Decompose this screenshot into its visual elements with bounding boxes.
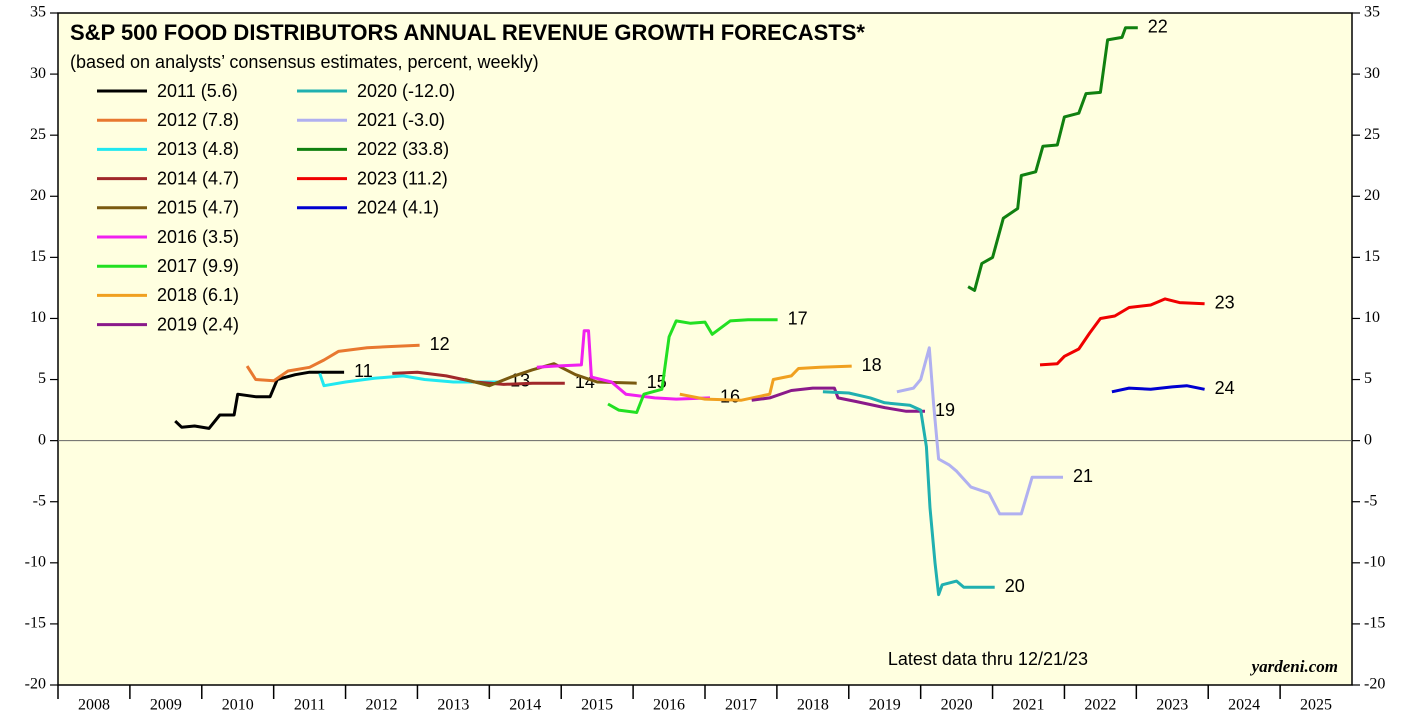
- legend-label: 2015 (4.7): [157, 198, 239, 218]
- end-label: 18: [862, 355, 882, 375]
- x-tick-label: 2020: [941, 697, 973, 714]
- plot-area: [57, 12, 1353, 686]
- series-line: [245, 343, 420, 383]
- legend-label: 2016 (3.5): [157, 227, 239, 247]
- legend-label: 2017 (9.9): [157, 256, 239, 276]
- end-label: 12: [430, 334, 450, 354]
- end-label: 23: [1215, 293, 1235, 313]
- series-line: [536, 329, 711, 401]
- end-label: 20: [1005, 576, 1025, 596]
- y2-tick-label: -20: [1364, 676, 1385, 693]
- end-label: 24: [1215, 378, 1235, 398]
- y-tick-label: 35: [30, 4, 46, 21]
- chart-subtitle: (based on analysts’ consensus estimates,…: [70, 52, 539, 72]
- x-tick-label: 2008: [78, 697, 110, 714]
- y-tick-label: 5: [38, 370, 46, 387]
- y2-tick-label: 5: [1364, 370, 1372, 387]
- x-tick-label: 2016: [653, 697, 685, 714]
- x-tick-label: 2013: [437, 697, 469, 714]
- series-line: [896, 346, 1063, 516]
- end-label: 11: [354, 361, 373, 381]
- y-tick-label: -20: [25, 676, 46, 693]
- chart-title: S&P 500 FOOD DISTRIBUTORS ANNUAL REVENUE…: [70, 20, 865, 45]
- x-tick-label: 2023: [1156, 697, 1188, 714]
- legend-label: 2014 (4.7): [157, 168, 239, 188]
- legend-label: 2011 (5.6): [157, 81, 238, 101]
- legend-label: 2019 (2.4): [157, 314, 239, 334]
- x-tick-label: 2014: [509, 697, 541, 714]
- x-tick-label: 2019: [869, 697, 901, 714]
- series-line: [822, 390, 995, 597]
- y-tick-label: 25: [30, 126, 46, 143]
- y2-tick-label: 30: [1364, 65, 1380, 82]
- series-line: [1039, 297, 1205, 367]
- y2-tick-label: -10: [1364, 553, 1385, 570]
- end-label: 16: [720, 387, 740, 407]
- y2-tick-label: 25: [1364, 126, 1380, 143]
- y2-tick-label: 20: [1364, 187, 1380, 204]
- x-tick-label: 2018: [797, 697, 829, 714]
- y-tick-label: -5: [33, 492, 46, 509]
- y2-tick-label: 0: [1364, 431, 1372, 448]
- x-tick-label: 2025: [1300, 697, 1332, 714]
- x-tick-label: 2017: [725, 697, 757, 714]
- legend-label: 2021 (-3.0): [357, 110, 445, 130]
- series-line: [607, 318, 778, 414]
- legend-label: 2024 (4.1): [357, 198, 439, 218]
- x-tick-label: 2011: [294, 697, 325, 714]
- y2-tick-label: 10: [1364, 309, 1380, 326]
- series-line: [679, 364, 852, 402]
- legend-label: 2020 (-12.0): [357, 81, 455, 101]
- x-tick-label: 2012: [366, 697, 398, 714]
- x-tick-label: 2015: [581, 697, 613, 714]
- y-tick-label: -15: [25, 615, 46, 632]
- note: Latest data thru 12/21/23: [888, 649, 1088, 669]
- y-tick-label: 20: [30, 187, 46, 204]
- y2-tick-label: -5: [1364, 492, 1377, 509]
- end-label: 17: [788, 308, 808, 328]
- legend-label: 2022 (33.8): [357, 139, 449, 159]
- x-tick-label: 2022: [1084, 697, 1116, 714]
- series-line: [1111, 384, 1205, 394]
- series-line: [967, 26, 1138, 292]
- x-tick-label: 2024: [1228, 697, 1260, 714]
- y-tick-label: 30: [30, 65, 46, 82]
- source: yardeni.com: [1250, 657, 1338, 676]
- x-tick-label: 2009: [150, 697, 182, 714]
- series-line: [174, 370, 345, 430]
- series-line: [318, 372, 501, 388]
- y2-tick-label: 35: [1364, 4, 1380, 21]
- end-label: 19: [935, 400, 955, 420]
- y-tick-label: 0: [38, 431, 46, 448]
- y-tick-label: 15: [30, 248, 46, 265]
- y2-tick-label: 15: [1364, 248, 1380, 265]
- y-tick-label: 10: [30, 309, 46, 326]
- legend-label: 2012 (7.8): [157, 110, 239, 130]
- legend-label: 2018 (6.1): [157, 285, 239, 305]
- end-label: 22: [1148, 16, 1168, 36]
- x-tick-label: 2010: [222, 697, 254, 714]
- x-tick-label: 2021: [1013, 697, 1045, 714]
- y-tick-label: -10: [25, 553, 46, 570]
- y2-tick-label: -15: [1364, 615, 1385, 632]
- end-label: 21: [1073, 466, 1093, 486]
- legend-label: 2013 (4.8): [157, 139, 239, 159]
- legend-label: 2023 (11.2): [357, 168, 448, 188]
